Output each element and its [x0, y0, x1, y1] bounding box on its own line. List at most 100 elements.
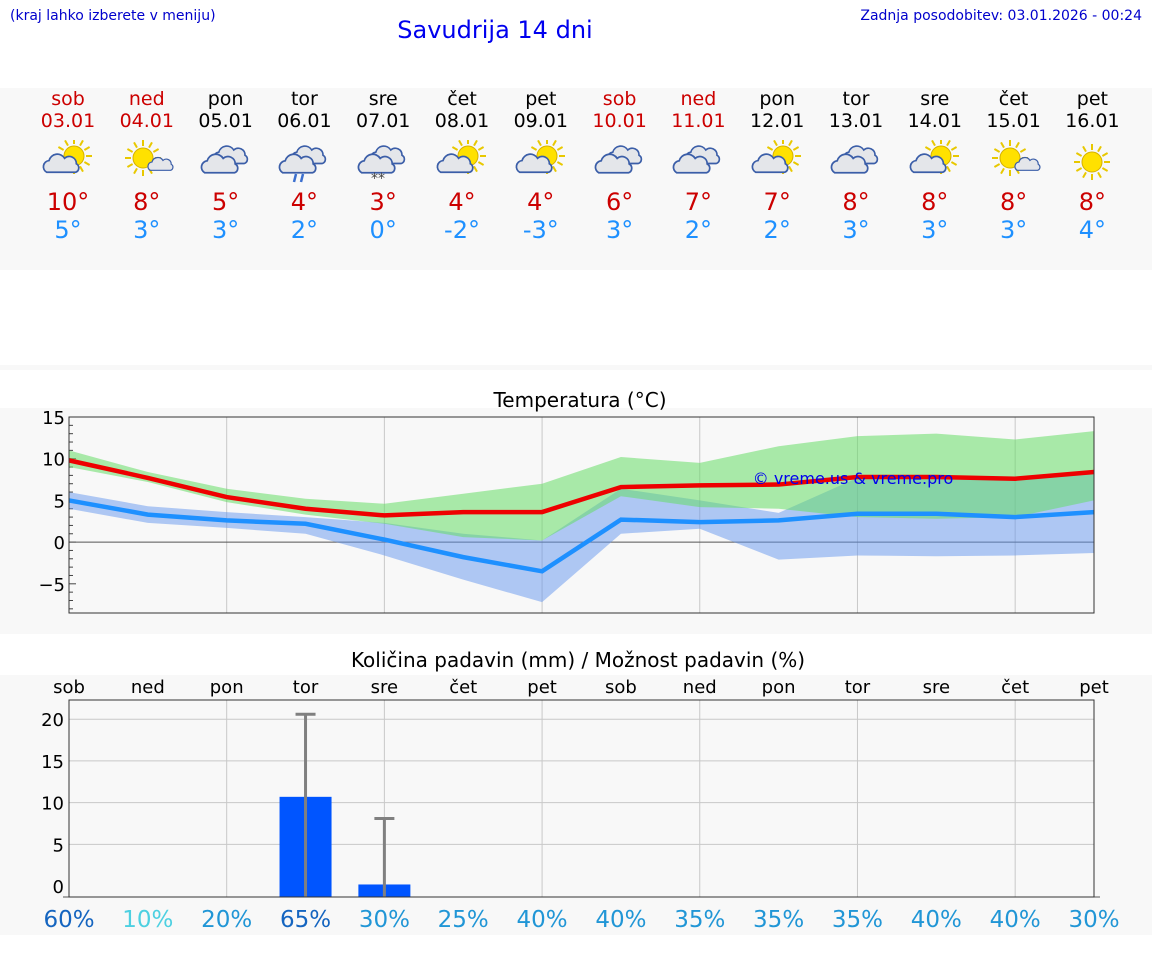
precip-probability: 30%: [359, 907, 410, 933]
partly-cloudy-icon: [436, 140, 486, 174]
cloudy-icon: [200, 145, 248, 174]
sunny-icon: [1074, 144, 1111, 180]
day-date: 09.01: [513, 110, 568, 132]
x-tick-label: čet: [1001, 677, 1029, 698]
precip-probability: 10%: [122, 907, 173, 933]
mostly-sunny-icon: [124, 140, 174, 176]
y-tick-label: 15: [41, 752, 64, 773]
temp-min: -3°: [522, 216, 559, 244]
day-name: pon: [759, 88, 796, 110]
day-name: sob: [51, 88, 85, 110]
forecast-day: sre 14.01 8° 3°: [895, 88, 975, 244]
temp-max: 4°: [448, 188, 476, 216]
temp-max: 8°: [133, 188, 161, 216]
precip-probability: 40%: [517, 907, 568, 933]
temp-min: 2°: [290, 216, 319, 244]
day-date: 12.01: [749, 110, 805, 132]
precip-probability: 60%: [43, 907, 94, 933]
day-name: sre: [920, 88, 950, 110]
day-name: ned: [680, 88, 717, 110]
x-tick-label: pon: [210, 677, 244, 698]
day-date: 13.01: [828, 110, 884, 132]
precip-probability: 35%: [674, 907, 725, 933]
day-date: 04.01: [119, 110, 174, 132]
cloudy-icon: [830, 145, 879, 174]
forecast-day: čet 08.01 4° -2°: [422, 88, 502, 244]
day-date: 15.01: [986, 110, 1041, 132]
forecast-day: pet 09.01 4° -3°: [501, 88, 581, 244]
temp-min: 0°: [369, 216, 397, 244]
cloudy-icon: [594, 145, 642, 174]
temp-min: 4°: [1078, 216, 1107, 244]
temp-min: 2°: [684, 216, 713, 244]
precip-probability: 35%: [753, 907, 804, 933]
temp-max: 8°: [842, 188, 870, 216]
min-temp-line: [68, 498, 1095, 574]
precip-probability: 40%: [990, 907, 1041, 933]
day-name: čet: [998, 88, 1029, 110]
partly-cloudy-icon: [909, 140, 959, 174]
temp-max: 3°: [369, 188, 397, 216]
temp-max: 6°: [605, 188, 634, 216]
precip-probability: 35%: [832, 907, 883, 933]
day-date: 07.01: [355, 110, 411, 132]
max-band: [69, 431, 1094, 541]
x-tick-label: tor: [293, 677, 319, 698]
y-tick-label: 0: [53, 877, 64, 898]
temp-min: 3°: [999, 216, 1028, 244]
day-name: sre: [368, 88, 398, 110]
day-date: 11.01: [671, 110, 726, 132]
x-tick-label: sob: [605, 677, 637, 698]
x-tick-label: čet: [449, 677, 477, 698]
x-tick-label: pon: [762, 677, 796, 698]
plot-frame: [68, 699, 1095, 898]
day-name: pet: [1076, 88, 1108, 110]
temp-max: 4°: [290, 188, 319, 216]
y-tick-label: 10: [42, 450, 65, 471]
precip-probability: 25%: [438, 907, 489, 933]
temp-max: 8°: [921, 188, 949, 216]
temp-min: 3°: [921, 216, 949, 244]
svg-text:**: **: [371, 171, 385, 184]
precip-probability: 30%: [1068, 907, 1119, 933]
cloudy-icon: [672, 145, 721, 174]
forecast-day: pon 12.01 7° 2°: [737, 88, 817, 244]
x-tick-label: ned: [683, 677, 717, 698]
forecast-day: ned 11.01 7° 2°: [658, 88, 738, 244]
forecast-day: pet 16.01 8° 4°: [1052, 88, 1132, 244]
day-name: pon: [207, 88, 244, 110]
region-hint[interactable]: (kraj lahko izberete v meniju): [10, 8, 216, 24]
temp-max: 4°: [527, 188, 555, 216]
forecast-day: tor 13.01 8° 3°: [816, 88, 896, 244]
temp-min: 3°: [605, 216, 634, 244]
precip-probability: 40%: [595, 907, 646, 933]
temp-min: 3°: [842, 216, 870, 244]
forecast-day: tor 06.01 4° 2°: [264, 88, 344, 244]
forecast-day: sob 03.01 10° 5°: [28, 88, 108, 244]
partly-cloudy-icon: [42, 140, 92, 174]
forecast-day: čet 15.01 8° 3°: [974, 88, 1054, 244]
forecast-day: sob 10.01 6° 3°: [580, 88, 660, 244]
temp-max: 8°: [999, 188, 1028, 216]
forecast-day: sre 07.01 ** 3° 0°: [343, 88, 423, 244]
temp-max: 7°: [684, 188, 713, 216]
day-date: 16.01: [1065, 110, 1120, 132]
day-name: pet: [525, 88, 557, 110]
day-date: 14.01: [907, 110, 962, 132]
forecast-band: [0, 88, 1152, 270]
y-tick-label: 10: [41, 794, 64, 815]
temperature-chart: Temperatura (°C) −5 0 5 10 15 © vreme.us & vre…: [38, 388, 1095, 614]
day-date: 06.01: [277, 110, 332, 132]
temp-min: 3°: [211, 216, 240, 244]
x-tick-label: ned: [131, 677, 165, 698]
rain-icon: [278, 145, 327, 183]
temp-max: 10°: [46, 188, 90, 216]
forecast-day: ned 04.01 8° 3°: [107, 88, 187, 244]
x-tick-label: sre: [371, 677, 398, 698]
plot-frame: [68, 416, 1095, 614]
partly-cloudy-icon: [515, 140, 565, 174]
temp-max: 5°: [211, 188, 240, 216]
max-temp-line: [68, 458, 1095, 518]
x-tick-label: tor: [845, 677, 871, 698]
y-tick-label: −5: [38, 575, 65, 596]
